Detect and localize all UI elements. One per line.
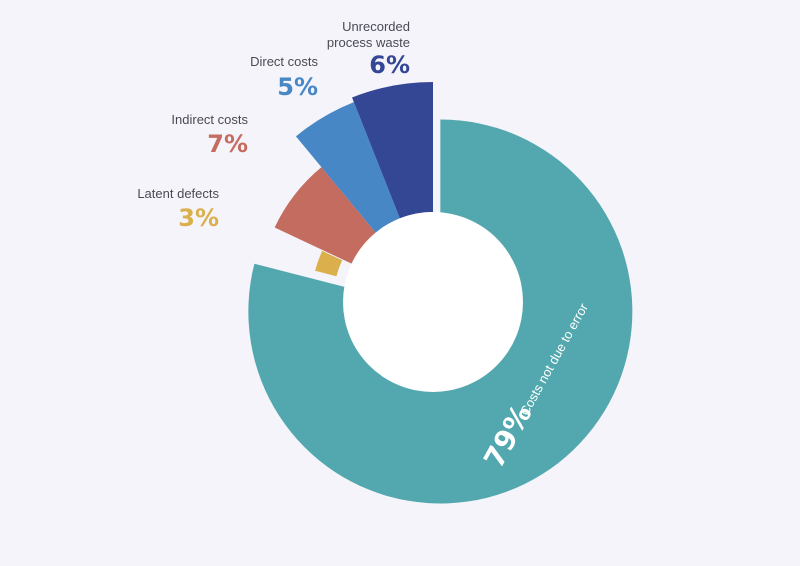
label-unrecorded-process-waste: Unrecorded process waste 6% — [327, 19, 410, 79]
slice-direct-costs — [295, 102, 400, 233]
slices-group — [248, 82, 633, 504]
label-latent-defects: Latent defects 3% — [137, 186, 219, 232]
donut-hole — [343, 212, 523, 392]
label-unrecorded-line2: process waste — [327, 35, 410, 50]
pct-direct-costs: 5% — [277, 73, 318, 101]
slice-unrecorded-process-waste — [352, 82, 433, 219]
label-indirect-costs: Indirect costs 7% — [171, 112, 248, 158]
label-unrecorded-line1: Unrecorded — [342, 19, 410, 34]
label-latent-defects-text: Latent defects — [137, 186, 219, 201]
pct-latent-defects: 3% — [178, 204, 219, 232]
label-direct-costs-text: Direct costs — [250, 54, 318, 69]
slice-latent-defects — [315, 250, 343, 277]
pct-unrecorded-process-waste: 6% — [369, 51, 410, 79]
slice-indirect-costs — [274, 167, 376, 264]
label-direct-costs: Direct costs 5% — [250, 54, 318, 101]
label-indirect-costs-text: Indirect costs — [171, 112, 248, 127]
pct-indirect-costs: 7% — [207, 130, 248, 158]
